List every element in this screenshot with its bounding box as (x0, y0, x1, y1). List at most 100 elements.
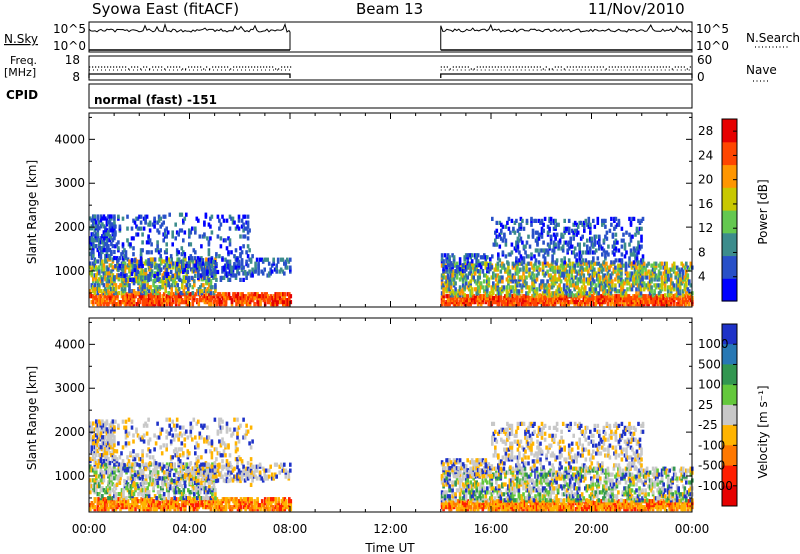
power-cell (564, 300, 567, 305)
power-colorbar-tick-label: 12 (698, 221, 713, 235)
power-cell (135, 275, 139, 280)
power-cell (442, 267, 445, 272)
power-cell (452, 277, 456, 282)
velocity-cell (95, 449, 98, 454)
power-cell (582, 261, 586, 266)
velocity-cell (159, 494, 163, 499)
power-cell (182, 279, 186, 284)
power-cell (473, 271, 477, 276)
power-cell (145, 240, 149, 245)
power-cell (516, 281, 519, 286)
power-cell (467, 253, 471, 258)
velocity-cell (99, 478, 103, 483)
nsky-tick-high: 10^5 (53, 22, 86, 36)
power-cell (149, 292, 152, 297)
power-cell (606, 271, 610, 276)
power-cell (512, 226, 515, 231)
power-cell (662, 265, 665, 270)
velocity-cell (90, 466, 94, 471)
power-cell (523, 302, 527, 307)
power-cell (117, 246, 120, 251)
velocity-cell (96, 443, 100, 448)
power-data-cells (89, 212, 694, 307)
velocity-cell (101, 478, 104, 483)
velocity-cell (110, 497, 113, 502)
power-cell (443, 287, 447, 292)
power-cell (227, 277, 230, 282)
velocity-cell (177, 503, 181, 508)
power-cell (246, 271, 250, 276)
power-cell (446, 294, 450, 299)
power-cell (576, 285, 579, 290)
power-cell (105, 242, 109, 247)
power-cell (219, 275, 223, 280)
power-cell (99, 298, 103, 303)
power-cell (647, 281, 650, 286)
velocity-cell (170, 497, 173, 502)
velocity-cell (275, 503, 279, 508)
power-cell (546, 261, 549, 266)
power-cell (129, 277, 132, 282)
velocity-cell (229, 505, 232, 510)
power-cell (138, 226, 141, 231)
power-cell (90, 283, 94, 288)
power-cell (478, 281, 481, 286)
velocity-cell (116, 503, 119, 508)
power-cell (179, 291, 183, 296)
power-cell (656, 302, 659, 307)
power-cell (650, 277, 653, 282)
velocity-cell (147, 494, 151, 499)
power-cell (233, 263, 236, 268)
power-cell (251, 254, 254, 259)
power-cell (288, 292, 291, 297)
power-cell (599, 263, 602, 268)
power-cell (489, 294, 492, 299)
power-cell (448, 294, 451, 299)
power-cell (585, 265, 589, 270)
power-cell (95, 259, 98, 264)
power-cell (584, 250, 588, 255)
power-cell (149, 277, 152, 282)
velocity-cell (146, 496, 149, 501)
power-cell (508, 300, 512, 305)
power-cell (479, 261, 483, 266)
power-cell (144, 298, 148, 303)
power-cell (593, 279, 596, 284)
velocity-cell (149, 497, 152, 502)
power-cell (162, 238, 165, 243)
power-cell (265, 292, 268, 297)
power-cell (494, 238, 497, 243)
power-cell (573, 287, 576, 292)
power-cell (165, 242, 168, 247)
power-cell (582, 281, 586, 286)
power-cell (110, 222, 113, 227)
power-cell (128, 287, 131, 292)
power-cell (156, 248, 159, 253)
power-cell (168, 285, 172, 290)
power-cell (95, 277, 98, 282)
power-cell (240, 218, 244, 223)
power-cell (553, 269, 557, 274)
power-cell (200, 273, 203, 278)
power-cell (632, 294, 635, 299)
power-cell (176, 271, 179, 276)
power-cell (126, 294, 130, 299)
velocity-cell (239, 497, 243, 502)
power-cell (218, 218, 221, 223)
power-cell (236, 264, 239, 269)
velocity-cell (149, 476, 152, 481)
power-cell (245, 271, 248, 277)
power-cell (274, 292, 277, 297)
power-cell (123, 269, 127, 274)
power-cell (639, 291, 643, 296)
power-cell (644, 298, 647, 303)
power-cell (486, 261, 489, 266)
power-cell (140, 271, 143, 276)
power-cell (207, 222, 211, 227)
power-cell (635, 291, 638, 296)
power-cell (239, 300, 243, 305)
power-cell (210, 230, 214, 235)
power-cell (606, 302, 610, 307)
power-cell (134, 291, 137, 296)
power-cell (567, 226, 571, 231)
